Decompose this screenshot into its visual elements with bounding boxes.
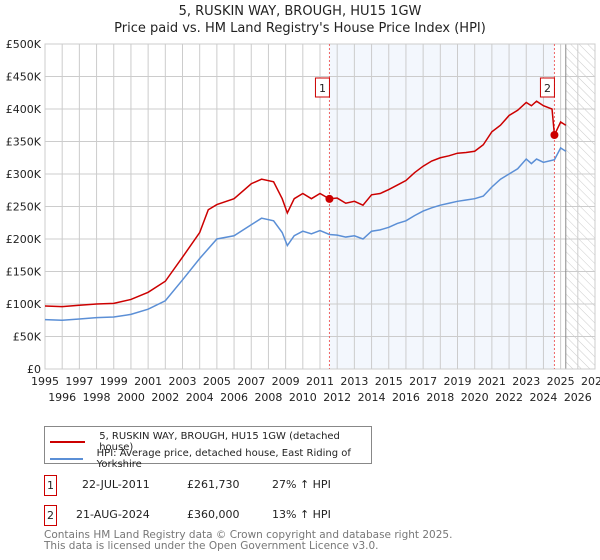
footer-copyright: Contains HM Land Registry data © Crown c… [44, 529, 453, 541]
footer-licence: This data is licensed under the Open Gov… [44, 540, 379, 552]
x-tick-label: 2016 [392, 391, 420, 404]
x-tick-label: 1997 [65, 375, 93, 388]
sale-row-1: 1 22-JUL-2011 £261,730 27% ↑ HPI [44, 475, 600, 496]
y-tick-label: £300K [6, 168, 42, 181]
sale-point [550, 131, 559, 139]
x-tick-label: 2006 [220, 391, 248, 404]
y-tick-label: £150K [6, 266, 42, 279]
sale-marker-label: 1 [319, 82, 326, 95]
legend-item-hpi: HPI: Average price, detached house, East… [50, 448, 371, 470]
chart-title: 5, RUSKIN WAY, BROUGH, HU15 1GW [178, 4, 422, 19]
y-tick-label: £250K [6, 201, 42, 214]
y-tick-label: £0 [27, 363, 41, 376]
sale-marker-label: 2 [544, 82, 551, 95]
sale-hpi: 27% ↑ HPI [272, 478, 331, 491]
x-tick-label: 2003 [169, 375, 197, 388]
hpi-line [44, 146, 567, 322]
x-tick-label: 2015 [375, 375, 403, 388]
x-tick-label: 2021 [478, 375, 506, 388]
sale-row-2: 2 21-AUG-2024 £360,000 13% ↑ HPI [44, 505, 600, 526]
sale-price: £261,730 [187, 478, 240, 491]
x-tick-label: 1995 [31, 375, 59, 388]
chart-subtitle: Price paid vs. HM Land Registry's House … [114, 21, 486, 36]
x-tick-label: 2020 [461, 391, 489, 404]
sale-point [325, 194, 334, 203]
footer: Contains HM Land Registry data © Crown c… [44, 530, 452, 552]
sale-date: 21-AUG-2024 [76, 508, 150, 521]
legend-swatch-blue [50, 458, 83, 460]
x-tick-label: 2009 [272, 375, 300, 388]
x-tick-label: 2011 [306, 375, 334, 388]
x-tick-label: 2018 [426, 391, 454, 404]
x-tick-label: 2012 [323, 391, 351, 404]
plot-border [44, 43, 596, 370]
x-tick-label: 2026 [564, 391, 592, 404]
y-tick-label: £400K [6, 103, 42, 116]
x-tick-label: 1999 [100, 375, 128, 388]
sale-marker-box [539, 77, 555, 98]
x-tick-label: 2027 [581, 375, 600, 388]
x-tick-label: 2017 [409, 375, 437, 388]
x-tick-label: 2000 [117, 391, 145, 404]
x-tick-label: 2019 [444, 375, 472, 388]
sale-marker-box [314, 77, 330, 98]
x-tick-label: 1998 [83, 391, 111, 404]
y-tick-label: £350K [6, 136, 42, 149]
legend-swatch-red [50, 441, 86, 443]
x-tick-label: 2002 [151, 391, 179, 404]
legend-label: 5, RUSKIN WAY, BROUGH, HU15 1GW (detache… [99, 431, 340, 453]
x-tick-label: 2024 [529, 391, 557, 404]
sale-hpi: 13% ↑ HPI [272, 508, 331, 521]
y-tick-label: £200K [6, 233, 42, 246]
x-tick-label: 2010 [289, 391, 317, 404]
x-tick-label: 2014 [358, 391, 386, 404]
x-tick-label: 2005 [203, 375, 231, 388]
legend: 5, RUSKIN WAY, BROUGH, HU15 1GW (detache… [44, 426, 372, 470]
price-chart: 1995 1996 1997 1998 1999 2000 2001 2002 2003 2004… [6, 38, 600, 404]
x-tick-label: 2023 [512, 375, 540, 388]
sale-number: 2 [44, 505, 57, 526]
sale-number: 1 [44, 475, 57, 496]
x-tick-label: 2022 [495, 391, 523, 404]
sale-date: 22-JUL-2011 [82, 478, 150, 491]
y-tick-label: £50K [13, 331, 42, 344]
x-tick-label: 2008 [254, 391, 282, 404]
y-tick-label: £100K [6, 298, 42, 311]
property-price-line [44, 100, 567, 308]
sale-price: £360,000 [187, 508, 240, 521]
x-tick-label: 2007 [237, 375, 265, 388]
x-tick-label: 2004 [186, 391, 214, 404]
x-tick-label: 2001 [134, 375, 162, 388]
legend-item-property: 5, RUSKIN WAY, BROUGH, HU15 1GW (detache… [50, 431, 371, 453]
x-tick-label: 1996 [48, 391, 76, 404]
x-tick-label: 2013 [340, 375, 368, 388]
y-tick-label: £500K [6, 38, 42, 51]
legend-label: HPI: Average price, detached house, East… [96, 448, 351, 470]
y-tick-label: £450K [6, 71, 42, 84]
x-tick-label: 2025 [547, 375, 575, 388]
